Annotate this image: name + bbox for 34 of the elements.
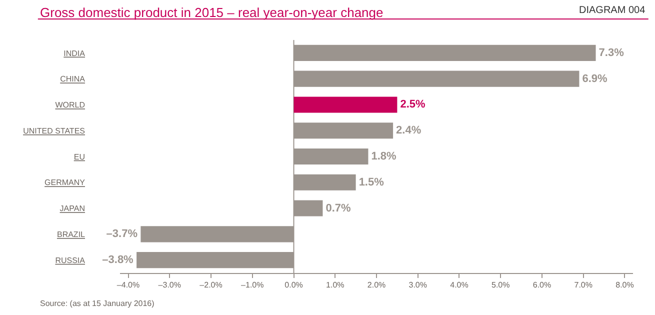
data-label: 6.9% [582,72,608,85]
data-label: 0.7% [326,202,352,214]
y-tick-label: BRAZIL [56,230,86,239]
x-tick-label: 5.0% [491,280,510,290]
y-tick-label: CHINA [60,74,86,84]
x-tick-label: 8.0% [616,280,634,290]
data-label: 2.5% [400,98,426,111]
x-tick-label: 2.0% [367,280,386,290]
x-tick-label: 7.0% [574,280,592,290]
x-tick-label: 3.0% [408,280,427,290]
chart-title: Gross domestic product in 2015 – real year-on-year change [40,5,384,20]
x-tick-label: –4.0% [116,280,140,290]
data-label: 7.3% [598,46,624,59]
data-label: 1.5% [358,176,384,188]
y-tick-label: WORLD [55,100,86,110]
data-label: –3.8% [102,254,134,266]
source-note: Source: (as at 15 January 2016) [40,299,155,308]
y-tick-label: INDIA [64,48,86,58]
y-tick-label: RUSSIA [55,256,86,265]
x-tick-label: –2.0% [200,280,222,290]
x-tick-label: 0.0% [284,280,303,290]
x-tick-label: 6.0% [532,280,552,290]
text: DIAGRAM 004 [579,5,646,16]
x-tick-label: 1.0% [326,280,344,290]
y-tick-label: UNITED STATES [23,126,85,136]
y-tick-label: EU [74,152,86,162]
data-label: 1.8% [371,150,397,162]
y-tick-label: GERMANY [44,178,86,188]
y-tick-label: JAPAN [60,204,86,214]
data-label: 2.4% [396,124,422,137]
data-label: –3.7% [106,228,138,240]
x-tick-label: 4.0% [450,280,468,290]
x-tick-label: –1.0% [241,280,264,290]
x-tick-label: –3.0% [158,280,181,290]
